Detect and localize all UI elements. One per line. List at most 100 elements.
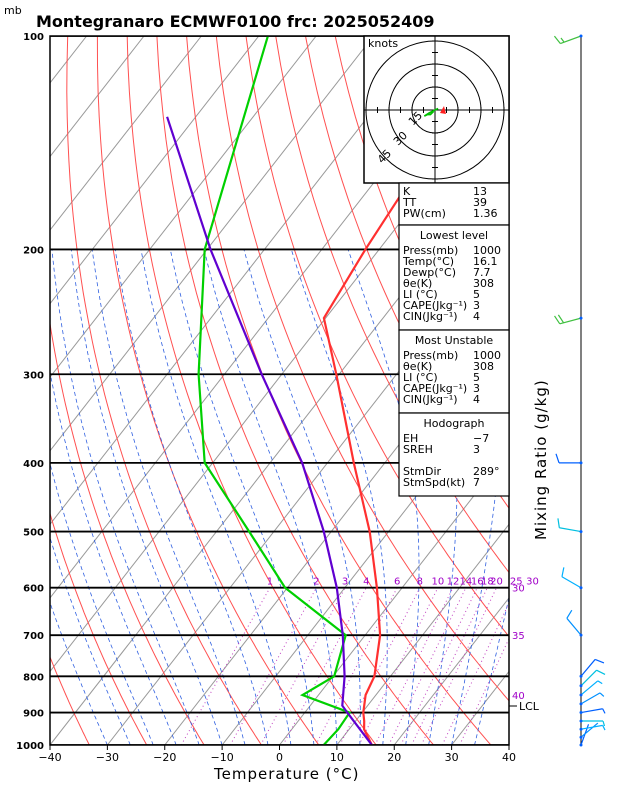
temperature-tick-label: −40 — [38, 751, 61, 764]
index-value: 308 — [473, 277, 494, 290]
indices-section-box — [398, 224, 510, 331]
isotherm — [50, 155, 509, 745]
moist-adiabat — [50, 461, 154, 745]
isotherm — [50, 36, 374, 452]
hodograph-trace-line — [423, 107, 439, 117]
mixing-ratio-label: 8 — [417, 577, 423, 588]
theta-label: 30 — [512, 584, 525, 595]
index-label: CIN(Jkg⁻¹) — [403, 393, 458, 406]
index-label: TT — [402, 196, 417, 209]
index-label: Press(mb) — [403, 244, 458, 257]
trace-temperature — [322, 36, 505, 745]
temperature-tick-label: 10 — [330, 751, 344, 764]
wind-barb — [579, 669, 606, 688]
indices-section-box — [398, 329, 510, 414]
lcl-label: LCL — [519, 700, 540, 713]
index-value: 5 — [473, 371, 480, 384]
theta-labels: 30 35 40 — [512, 584, 525, 702]
mixing-ratio-label: 3 — [342, 577, 348, 588]
mixing-ratio-label: 16 — [471, 577, 484, 588]
index-label: SREH — [403, 443, 433, 456]
isotherm — [336, 523, 509, 745]
dry-adiabat — [514, 36, 618, 745]
indices-section-box — [398, 412, 510, 497]
index-value: 4 — [473, 393, 480, 406]
moist-adiabat — [451, 249, 504, 745]
theta-label: 40 — [512, 691, 525, 702]
indices-panel: K 13 TT 39 PW(cm) 1.36 Lowest level Press(mb) 10… — [398, 182, 510, 497]
index-label: LI (°C) — [403, 288, 438, 301]
index-label: StmSpd(kt) — [403, 476, 465, 489]
pressure-tick-label: 700 — [23, 631, 44, 642]
index-value: 3 — [473, 299, 480, 312]
mixing-ratio-label: 4 — [363, 577, 369, 588]
moist-adiabat — [51, 249, 200, 745]
mixing-ratio-label: 14 — [460, 577, 473, 588]
dry-adiabat — [50, 320, 205, 745]
dry-adiabat — [245, 36, 509, 638]
isotherm — [393, 597, 509, 745]
index-value: 7 — [473, 476, 480, 489]
index-value: 1000 — [473, 244, 501, 257]
wind-barb — [579, 658, 605, 678]
wind-barb — [566, 609, 583, 637]
index-label: CAPE(Jkg⁻¹) — [403, 382, 467, 395]
index-value: −7 — [473, 432, 489, 445]
index-label: Dewp(°C) — [403, 266, 456, 279]
moist-adiabat — [474, 595, 509, 745]
dry-adiabat — [126, 36, 377, 745]
isotherm — [50, 36, 145, 158]
indices-section-header: Most Unstable — [415, 334, 494, 347]
mixing-ratio-label: 20 — [490, 577, 503, 588]
hodograph-trace — [423, 106, 446, 117]
mixing-ratio-label: 25 — [510, 577, 523, 588]
wind-barb — [561, 567, 583, 590]
chart-title: Montegranaro ECMWF0100 frc: 2025052409 — [36, 12, 435, 31]
index-label: Press(mb) — [403, 349, 458, 362]
moist-adiabat — [50, 536, 131, 745]
index-value: 39 — [473, 196, 487, 209]
mixing-ratio-label: 10 — [432, 577, 445, 588]
index-label: LI (°C) — [403, 371, 438, 384]
pressure-tick-label: 800 — [23, 672, 44, 683]
moist-adiabat — [91, 249, 246, 745]
mixing-ratio-line — [411, 587, 488, 745]
temperature-tick-labels: −40 −30 −20 −10 0 10 20 30 40 — [38, 745, 516, 764]
skewed-isotherms — [50, 36, 509, 745]
moist-adiabat — [203, 249, 338, 745]
isotherm — [106, 229, 509, 745]
isotherm — [279, 449, 509, 745]
moist-adiabat — [243, 249, 361, 745]
pressure-tick-label: 200 — [23, 245, 44, 256]
pressure-tick-label: 600 — [23, 584, 44, 595]
dry-adiabats — [50, 36, 618, 745]
mixing-ratio-line — [282, 587, 367, 745]
mixing-ratio-label: 18 — [481, 577, 494, 588]
wind-barb-column — [553, 34, 606, 747]
mixing-ratio-label: 1 — [267, 577, 273, 588]
wind-barb — [554, 314, 583, 325]
index-value: 4 — [473, 310, 480, 323]
wind-barbs — [553, 34, 606, 747]
mixing-ratio-label: 30 — [526, 577, 539, 588]
index-label: CAPE(Jkg⁻¹) — [403, 299, 467, 312]
index-value: 7.7 — [473, 266, 491, 279]
dry-adiabat — [215, 36, 509, 702]
index-value: 3 — [473, 382, 480, 395]
mixing-ratio-line — [459, 637, 509, 745]
isotherm — [50, 36, 260, 305]
moist-adiabat — [114, 249, 269, 745]
index-value: 3 — [473, 443, 480, 456]
wind-barb — [579, 708, 606, 715]
hodograph: knots 15 30 45 — [363, 35, 510, 184]
trace-dewpoint — [197, 36, 352, 745]
trace-parcel — [166, 116, 373, 745]
index-label: PW(cm) — [403, 207, 446, 220]
index-label: θe(K) — [403, 277, 432, 290]
index-value: 16.1 — [473, 255, 498, 268]
isotherm — [50, 36, 432, 526]
pressure-tick-label: 300 — [23, 370, 44, 381]
dry-adiabat — [573, 36, 618, 745]
wind-barb — [579, 680, 603, 697]
pressure-unit-label: mb — [4, 4, 22, 17]
